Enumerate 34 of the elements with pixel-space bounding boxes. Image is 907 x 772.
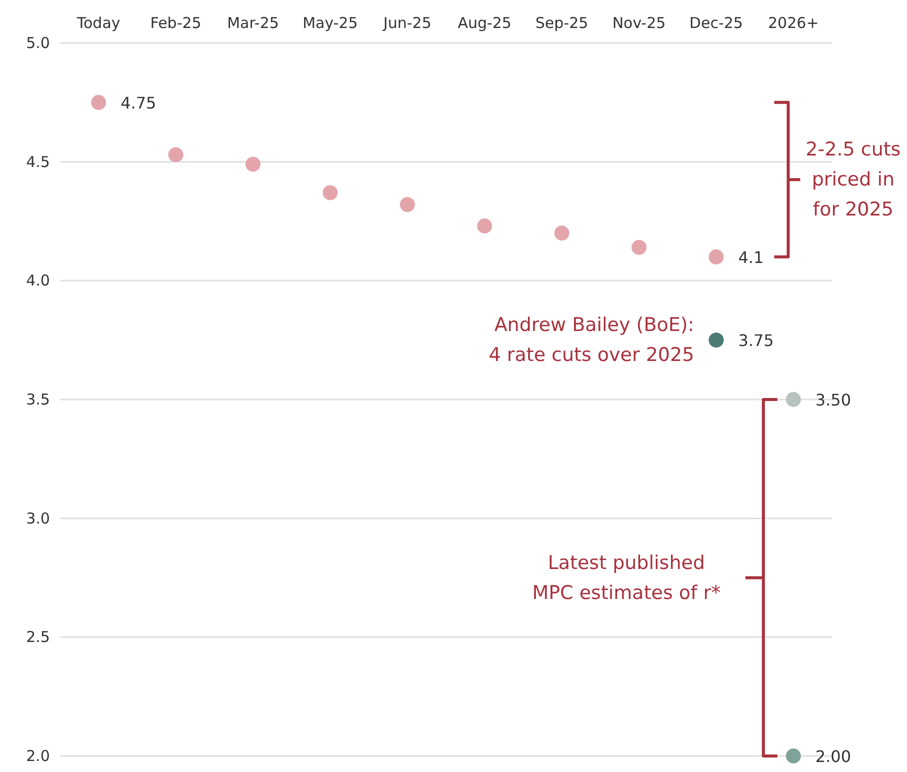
point	[91, 94, 106, 110]
x-tick-label: Today	[76, 14, 120, 32]
y-tick-label: 2.5	[26, 628, 50, 646]
data-label: 4.75	[120, 93, 156, 112]
point	[554, 226, 570, 241]
annotation: Andrew Bailey (BoE): 4 rate cuts over 2025	[488, 314, 694, 366]
y-tick-label: 4.5	[26, 152, 50, 171]
y-tick-label: 4.0	[26, 272, 50, 290]
point	[400, 197, 415, 212]
data-label: 4.1	[738, 248, 764, 267]
x-tick-label: Mar-25	[227, 14, 279, 32]
x-tick-label: Dec-25	[689, 14, 743, 32]
x-tick-label: Sep-25	[535, 14, 588, 32]
y-tick-label: 2.0	[26, 747, 50, 765]
y-tick-label: 5.0	[26, 34, 50, 52]
y-tick-label: 3.0	[26, 509, 50, 528]
x-tick-label: May-25	[302, 14, 358, 32]
x-tick-label: Feb-25	[150, 14, 202, 32]
y-tick-label: 3.5	[26, 390, 50, 408]
annotation: Latest published MPC estimates of r*	[532, 552, 721, 604]
x-tick-label: Nov-25	[612, 14, 666, 32]
data-label: 2.00	[815, 747, 852, 766]
point	[477, 218, 492, 234]
annotation: 2-2.5 cuts priced in for 2025	[806, 138, 901, 221]
x-tick-label: Jun-25	[382, 14, 432, 32]
point	[708, 249, 724, 264]
point	[246, 156, 260, 172]
data-label: 3.50	[815, 390, 852, 410]
data-label: 3.75	[738, 331, 774, 350]
point	[168, 147, 184, 162]
point	[322, 185, 338, 200]
x-tick-label: 2026+	[768, 14, 819, 32]
point	[632, 240, 646, 255]
x-tick-label: Aug-25	[458, 14, 512, 32]
